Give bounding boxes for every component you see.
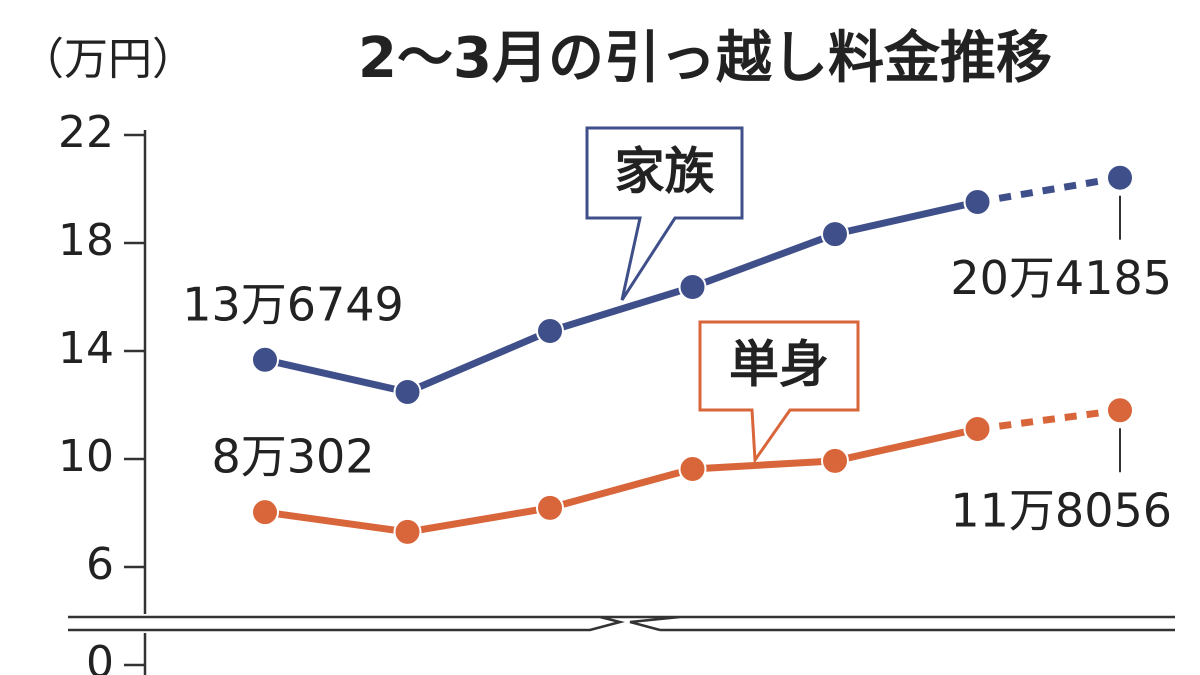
value-label: 20万4185: [950, 251, 1172, 305]
y-tick-label: 22: [58, 107, 114, 158]
y-tick-label: 6: [86, 539, 114, 590]
axis-break: [60, 614, 1190, 633]
data-point: [1106, 396, 1134, 425]
legend-label: 単身: [729, 336, 829, 394]
data-point: [393, 517, 422, 546]
y-tick-label: 14: [58, 323, 114, 374]
callout-box: [585, 126, 744, 301]
data-point: [678, 454, 707, 483]
data-point: [1106, 163, 1134, 192]
data-point: [536, 493, 564, 522]
data-point: [678, 273, 707, 302]
data-point: [821, 446, 849, 475]
data-point: [536, 317, 564, 346]
legend-label: 家族: [615, 143, 715, 201]
data-point: [821, 220, 849, 249]
data-point: [393, 378, 422, 407]
value-label: 11万8056: [950, 484, 1172, 538]
data-point: [251, 345, 279, 374]
data-point: [963, 187, 992, 216]
data-point: [963, 415, 992, 444]
y-tick-label: 18: [58, 215, 114, 266]
data-point: [251, 498, 279, 527]
y-axis-unit: （万円）: [20, 34, 196, 85]
value-label: 13万6749: [182, 277, 404, 331]
callout-box: [698, 320, 860, 465]
y-tick-label: 10: [58, 431, 114, 482]
value-label: 8万302: [211, 430, 374, 484]
y-tick-label: 0: [86, 637, 114, 675]
chart-title: 2～3月の引っ越し料金推移: [358, 26, 1052, 91]
